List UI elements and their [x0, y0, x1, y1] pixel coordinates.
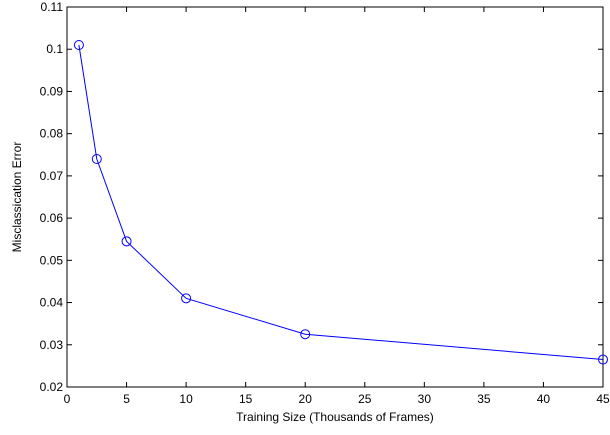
x-tick-label: 15	[239, 392, 253, 406]
x-tick-label: 30	[418, 392, 432, 406]
x-tick-label: 45	[596, 392, 610, 406]
y-tick-label: 0.1	[46, 42, 63, 56]
y-tick-label: 0.05	[40, 253, 64, 267]
y-tick-label: 0.11	[41, 0, 64, 14]
y-tick-label: 0.09	[40, 84, 64, 98]
y-tick-label: 0.03	[40, 338, 64, 352]
plot-area	[66, 6, 604, 388]
x-tick-label: 5	[123, 392, 130, 406]
data-point-marker	[121, 236, 132, 247]
data-point-marker	[300, 329, 311, 340]
x-tick-label: 25	[358, 392, 372, 406]
y-tick-label: 0.06	[40, 211, 64, 225]
data-point-marker	[598, 354, 608, 365]
data-point-marker	[91, 154, 102, 164]
y-tick-label: 0.07	[40, 169, 64, 183]
series-layer	[73, 40, 608, 365]
y-axis-label: Misclassication Error	[10, 142, 24, 253]
data-point-marker	[181, 293, 192, 304]
y-tick-label: 0.08	[40, 127, 64, 141]
series-line	[78, 44, 604, 361]
y-tick-label: 0.02	[40, 380, 64, 394]
axis-ticks: 0 5 10 15 20 25 30 35 40 45 0.02 0.03 0.04 0.05 0.06 0.…	[40, 0, 610, 406]
x-axis-label: Training Size (Thousands of Frames)	[236, 410, 434, 424]
y-tick-label: 0.04	[40, 296, 64, 310]
x-tick-label: 40	[537, 392, 551, 406]
x-tick-label: 20	[299, 392, 313, 406]
x-tick-label: 10	[179, 392, 193, 406]
x-tick-label: 0	[64, 392, 71, 406]
x-tick-label: 35	[477, 392, 491, 406]
data-point-marker	[73, 40, 84, 50]
